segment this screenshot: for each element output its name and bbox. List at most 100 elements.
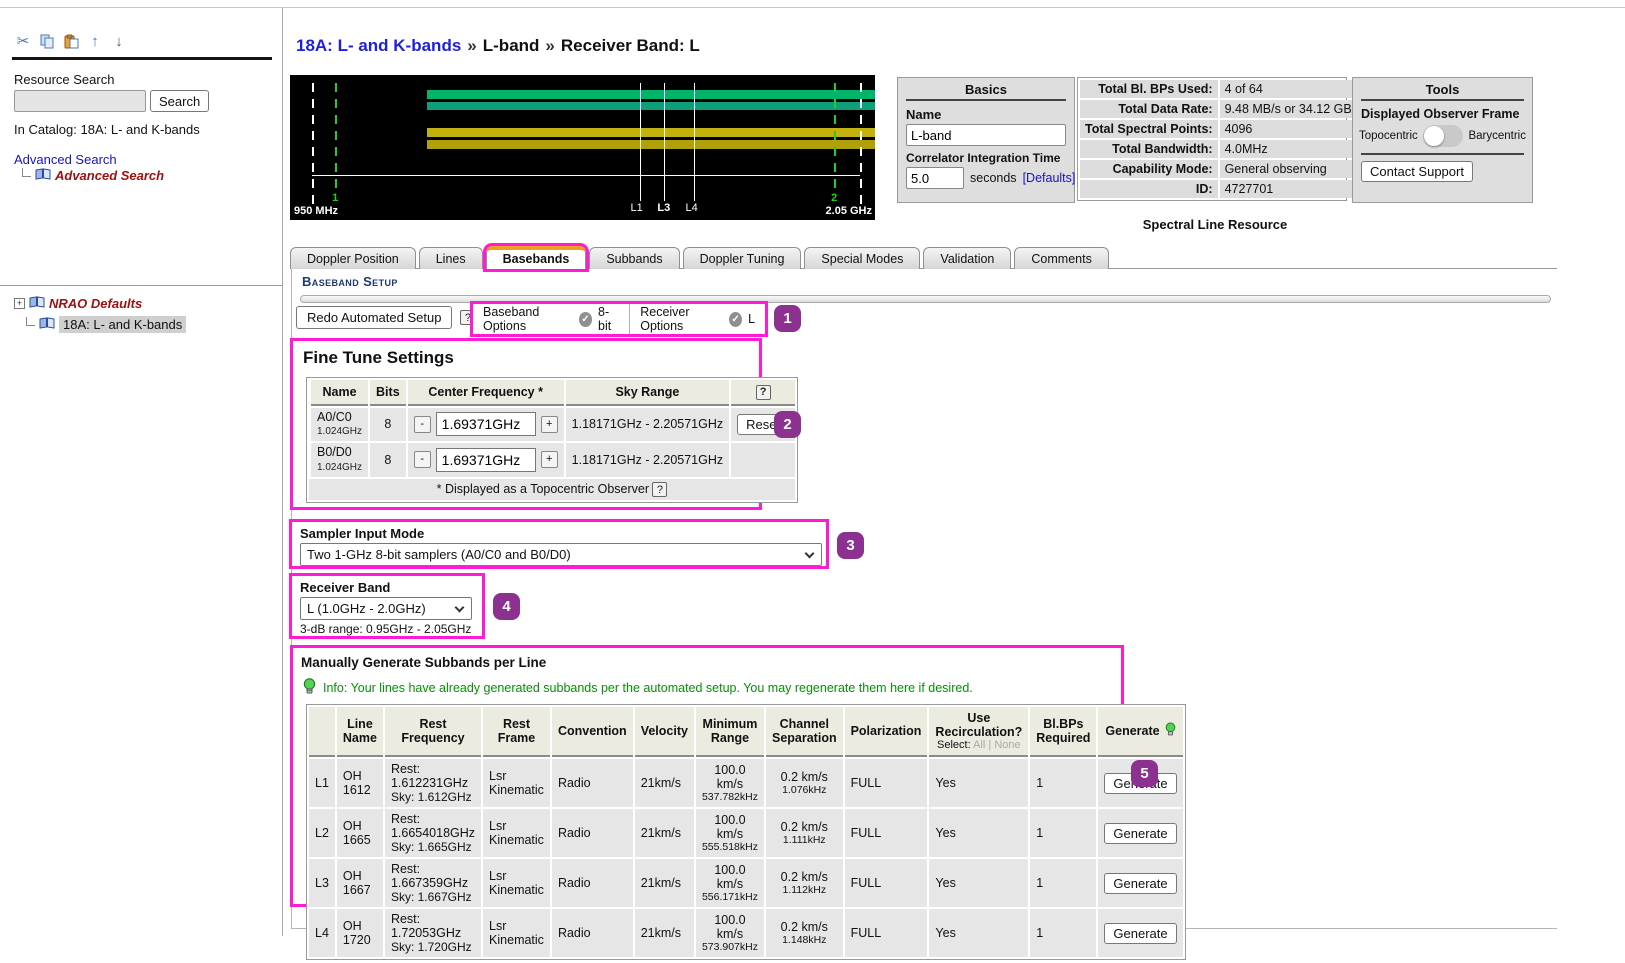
spectrum-plot: 1 2 L1 L3 L4 950 MHz 2.05 GHz bbox=[290, 75, 875, 220]
decrement-button[interactable]: - bbox=[414, 416, 431, 433]
breadcrumb-separator: » bbox=[461, 36, 482, 55]
receiver-band-label: Receiver Band bbox=[300, 580, 390, 595]
advanced-search-link[interactable]: Advanced Search bbox=[14, 152, 117, 167]
tuning-marker-2 bbox=[834, 83, 836, 191]
annotation-box-3: Sampler Input Mode Two 1-GHz 8-bit sampl… bbox=[289, 519, 829, 569]
contact-support-button[interactable]: Contact Support bbox=[1361, 161, 1473, 182]
minimum-range: 100.0 km/s573.907kHz bbox=[696, 909, 764, 957]
tab-comments[interactable]: Comments bbox=[1014, 247, 1108, 269]
bits-value: 8 bbox=[370, 443, 406, 477]
copy-icon[interactable] bbox=[38, 32, 56, 50]
sampler-input-mode-select[interactable]: Two 1-GHz 8-bit samplers (A0/C0 and B0/D… bbox=[300, 543, 822, 566]
line-l1-label: L1 bbox=[630, 202, 642, 214]
observer-frame-toggle[interactable] bbox=[1423, 125, 1464, 147]
tab-basebands[interactable]: Basebands bbox=[486, 246, 587, 269]
baseband-bandwidth: 1.024GHz bbox=[317, 426, 362, 437]
stat-value: 9.48 MB/s or 34.12 GB/h bbox=[1220, 100, 1368, 118]
breadcrumb-catalog-link[interactable]: 18A: L- and K-bands bbox=[296, 36, 461, 55]
tab-lines[interactable]: Lines bbox=[419, 247, 483, 269]
resource-search-label: Resource Search bbox=[14, 72, 114, 87]
axis-max-label: 2.05 GHz bbox=[826, 205, 872, 217]
tree-item-advanced-search[interactable]: Advanced Search bbox=[55, 168, 164, 183]
baseband-b0d0-stripe-bottom bbox=[427, 140, 875, 149]
table-row: B0/D01.024GHz 8 - + 1.18171GHz - 2.20571… bbox=[309, 443, 795, 477]
center-frequency-input[interactable] bbox=[436, 412, 536, 436]
redo-automated-setup-button[interactable]: Redo Automated Setup bbox=[296, 306, 452, 329]
table-header-row: Line Name Rest Frequency Rest Frame Conv… bbox=[309, 707, 1183, 757]
convention: Radio bbox=[552, 759, 633, 807]
center-frequency-input[interactable] bbox=[436, 448, 536, 472]
tools-panel: Tools Displayed Observer Frame Topocentr… bbox=[1352, 77, 1533, 203]
stat-label: ID: bbox=[1080, 180, 1218, 198]
sidebar-toolbar: ✂ ↑ ↓ bbox=[14, 32, 128, 50]
polarization-header: Polarization bbox=[845, 707, 928, 757]
annotation-box-2: Fine Tune Settings Name Bits Center Freq… bbox=[290, 338, 762, 510]
generate-button[interactable]: Generate bbox=[1104, 923, 1176, 944]
line-l3-label: L3 bbox=[657, 202, 670, 214]
minimum-range: 100.0 km/s556.171kHz bbox=[696, 859, 764, 907]
increment-button[interactable]: + bbox=[541, 416, 558, 433]
tab-doppler-tuning[interactable]: Doppler Tuning bbox=[683, 247, 802, 269]
breadcrumb-group: L-band bbox=[483, 36, 540, 55]
table-row: L2 OH 1665 Rest: 1.6654018GHzSky: 1.665G… bbox=[309, 809, 1183, 857]
sky-range-value: 1.18171GHz - 2.20571GHz bbox=[566, 408, 729, 442]
tree-expand-icon[interactable]: + bbox=[14, 298, 25, 309]
tab-special-modes[interactable]: Special Modes bbox=[804, 247, 920, 269]
increment-button[interactable]: + bbox=[541, 451, 558, 468]
move-up-icon[interactable]: ↑ bbox=[86, 32, 104, 50]
receiver-band-range-note: 3-dB range: 0.95GHz - 2.05GHz bbox=[300, 622, 471, 636]
resource-search-input[interactable] bbox=[14, 90, 146, 112]
paste-icon[interactable] bbox=[62, 32, 80, 50]
table-row: Total Data Rate:9.48 MB/s or 34.12 GB/h bbox=[1080, 100, 1367, 118]
help-icon[interactable]: ? bbox=[652, 482, 667, 497]
displayed-observer-frame-label: Displayed Observer Frame bbox=[1361, 107, 1532, 121]
cut-icon[interactable]: ✂ bbox=[14, 32, 32, 50]
tab-doppler-position[interactable]: Doppler Position bbox=[290, 247, 416, 269]
table-row: Total Spectral Points:4096 bbox=[1080, 120, 1367, 138]
use-recirculation: Yes bbox=[929, 809, 1028, 857]
stat-label: Total Spectral Points: bbox=[1080, 120, 1218, 138]
generate-button[interactable]: Generate bbox=[1104, 823, 1176, 844]
select-separator: | bbox=[988, 739, 991, 751]
generate-header: Generate bbox=[1098, 707, 1182, 757]
rest-frequency-header: Rest Frequency bbox=[385, 707, 481, 757]
chevron-down-icon bbox=[805, 549, 815, 559]
select-all-link[interactable]: All bbox=[973, 739, 985, 751]
integration-time-field[interactable] bbox=[906, 167, 964, 189]
generate-button[interactable]: Generate bbox=[1104, 873, 1176, 894]
select-none-link[interactable]: None bbox=[994, 739, 1020, 751]
divider bbox=[906, 99, 1066, 101]
receiver-band-select[interactable]: L (1.0GHz - 2.0GHz) bbox=[300, 597, 472, 620]
decrement-button[interactable]: - bbox=[414, 451, 431, 468]
line-name-header: Line Name bbox=[337, 707, 383, 757]
tree-item-nrao-defaults[interactable]: NRAO Defaults bbox=[49, 296, 142, 311]
baseband-b0d0-stripe-top bbox=[427, 128, 875, 137]
correlator-integration-time-label: Correlator Integration Time bbox=[906, 151, 1074, 165]
lightbulb-icon bbox=[1165, 722, 1176, 740]
annotation-badge-5: 5 bbox=[1131, 760, 1158, 787]
rest-frequency: Rest: 1.667359GHzSky: 1.667GHz bbox=[385, 859, 481, 907]
help-icon[interactable]: ? bbox=[756, 385, 771, 400]
rest-frame: Lsr Kinematic bbox=[483, 909, 550, 957]
line-l4-marker bbox=[694, 83, 695, 201]
tree-item-catalog-selected[interactable]: 18A: L- and K-bands bbox=[59, 316, 186, 333]
move-down-icon[interactable]: ↓ bbox=[110, 32, 128, 50]
tree-connector bbox=[26, 317, 35, 326]
annotation-box-4: Receiver Band L (1.0GHz - 2.0GHz) 3-dB r… bbox=[289, 573, 485, 639]
sampler-input-mode-label: Sampler Input Mode bbox=[300, 526, 424, 541]
tab-bar: Doppler Position Lines Basebands Subband… bbox=[290, 246, 1109, 269]
tab-subbands[interactable]: Subbands bbox=[589, 247, 679, 269]
stat-value: 4727701 bbox=[1220, 180, 1368, 198]
name-field[interactable] bbox=[906, 124, 1066, 146]
seconds-label: seconds bbox=[970, 171, 1017, 185]
search-button[interactable]: Search bbox=[150, 90, 209, 112]
tab-validation[interactable]: Validation bbox=[923, 247, 1011, 269]
rest-frequency: Rest: 1.72053GHzSky: 1.720GHz bbox=[385, 909, 481, 957]
resource-type-label: Spectral Line Resource bbox=[1090, 217, 1340, 232]
row-id: L3 bbox=[309, 859, 335, 907]
annotation-badge-3: 3 bbox=[837, 532, 864, 559]
defaults-link[interactable]: [Defaults] bbox=[1023, 171, 1076, 185]
table-row: Total Bandwidth:4.0MHz bbox=[1080, 140, 1367, 158]
stat-value: 4.0MHz bbox=[1220, 140, 1368, 158]
toggle-knob[interactable] bbox=[1424, 126, 1444, 146]
